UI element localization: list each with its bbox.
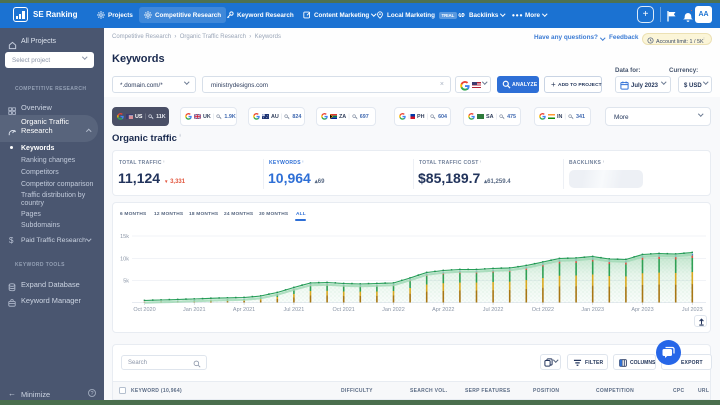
svg-text:15k: 15k bbox=[120, 234, 129, 240]
svg-text:Apr 2023: Apr 2023 bbox=[631, 307, 653, 313]
svg-text:Jan 2023: Jan 2023 bbox=[581, 307, 604, 313]
svg-text:Oct 2022: Oct 2022 bbox=[532, 307, 554, 313]
svg-text:Oct 2021: Oct 2021 bbox=[333, 307, 355, 313]
svg-text:Jul 2023: Jul 2023 bbox=[682, 307, 703, 313]
svg-text:Apr 2021: Apr 2021 bbox=[233, 307, 255, 313]
svg-text:Jan 2021: Jan 2021 bbox=[183, 307, 206, 313]
svg-text:Oct 2020: Oct 2020 bbox=[133, 307, 155, 313]
svg-text:Jul 2022: Jul 2022 bbox=[483, 307, 504, 313]
svg-text:Apr 2022: Apr 2022 bbox=[432, 307, 454, 313]
svg-text:5k: 5k bbox=[123, 279, 129, 285]
svg-text:10k: 10k bbox=[120, 257, 129, 263]
svg-text:Jan 2022: Jan 2022 bbox=[382, 307, 405, 313]
svg-text:Jul 2021: Jul 2021 bbox=[284, 307, 305, 313]
